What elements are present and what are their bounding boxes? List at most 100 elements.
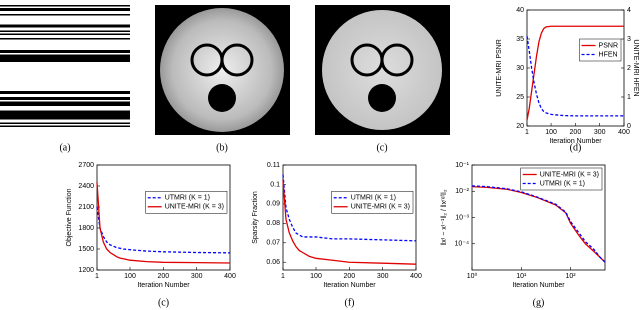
stripe	[0, 113, 130, 115]
x-tick-label: 10¹	[516, 273, 527, 280]
x-tick-label: 200	[343, 273, 355, 280]
panel-label: (c)	[158, 297, 169, 308]
y-axis-label: UNITE-MRI PSNR	[496, 39, 503, 97]
stripe	[0, 118, 130, 120]
legend-label: PSNR	[599, 42, 618, 49]
stripe	[0, 110, 130, 112]
y-tick-label: 0.09	[266, 201, 280, 208]
legend-label: UTMRI (K = 1)	[351, 195, 396, 202]
y-tick-label: 2100	[78, 204, 94, 211]
stripe	[0, 103, 130, 105]
stripe	[0, 97, 130, 99]
x-tick-label: 1	[95, 273, 99, 280]
x-tick-label: 300	[377, 273, 389, 280]
y-tick-label: 40	[516, 7, 524, 14]
stripe	[0, 33, 130, 35]
legend-box	[145, 191, 228, 214]
stripe	[0, 54, 130, 56]
reconstruction-image	[155, 5, 290, 135]
stripe	[0, 92, 130, 94]
x-axis-label: Iteration Number	[549, 138, 602, 145]
stripe	[0, 5, 130, 7]
y-tick-label: 10⁻³	[455, 214, 469, 221]
plot-area	[96, 164, 231, 271]
legend-label: UNITE-MRI (K = 3)	[351, 204, 410, 211]
legend-label: HFEN	[599, 51, 618, 58]
stripe	[0, 8, 130, 10]
x-tick-label: 200	[570, 129, 582, 136]
legend-label: UNITE-MRI (K = 3)	[540, 171, 599, 178]
y-tick-label: 35	[516, 36, 524, 43]
y-tick-label: 0.06	[266, 259, 280, 266]
y-tick-label: 1800	[78, 225, 94, 232]
plot-area	[526, 9, 625, 127]
series-line	[282, 174, 417, 242]
x-tick-label: 10²	[565, 273, 576, 280]
x-tick-label: 10⁰	[467, 272, 478, 280]
x-tick-label: 400	[410, 273, 422, 280]
legend-label: UTMRI (K = 1)	[540, 180, 585, 187]
y-axis-label: Objective Function	[66, 188, 73, 246]
y-tick-label: 1200	[78, 267, 94, 274]
x-tick-label: 300	[191, 273, 203, 280]
plot-area	[282, 164, 417, 271]
stripe	[0, 38, 130, 40]
stripe	[0, 98, 130, 100]
stripe	[0, 112, 130, 114]
stripe	[0, 116, 130, 118]
y-tick-label: 10⁻²	[455, 188, 469, 195]
y2-axis-label: UNITE-MRI HFEN	[632, 39, 639, 96]
panel-label: (c)	[376, 142, 387, 153]
x-tick-label: 100	[124, 273, 136, 280]
stripe	[0, 101, 130, 103]
series-line	[471, 185, 606, 263]
stripe	[0, 125, 130, 127]
stripe	[0, 57, 130, 59]
y-tick-label: 0.1	[270, 181, 280, 188]
y-tick-label: 10⁻¹	[455, 162, 469, 169]
y-tick-label: 1500	[78, 246, 94, 253]
x-tick-label: 200	[157, 273, 169, 280]
stripe	[0, 115, 130, 117]
x-tick-label: 400	[224, 273, 236, 280]
x-tick-label: 1	[281, 273, 285, 280]
y2-tick-label: 4	[627, 7, 631, 14]
y-tick-label: 30	[516, 65, 524, 72]
legend-box	[520, 167, 603, 191]
stripe	[0, 26, 130, 28]
stripe	[0, 51, 130, 53]
y-tick-label: 2400	[78, 183, 94, 190]
stripe	[0, 122, 130, 124]
stripe	[0, 60, 130, 62]
y-tick-label: 20	[516, 123, 524, 130]
y-tick-label: 10⁻⁴	[455, 241, 470, 248]
x-axis-label: Iteration Number	[323, 282, 376, 289]
legend-box	[331, 191, 414, 214]
panel-label: (b)	[216, 142, 228, 153]
legend-label: UNITE-MRI (K = 3)	[165, 204, 224, 211]
stripe	[0, 56, 130, 58]
stripe	[0, 59, 130, 61]
sampling-mask	[0, 5, 130, 127]
panel-label: (a)	[59, 142, 70, 153]
legend-box	[579, 38, 622, 62]
y2-tick-label: 0	[627, 123, 631, 130]
y-tick-label: 0.08	[266, 220, 280, 227]
series-line	[96, 206, 231, 254]
stripe	[0, 104, 130, 106]
legend-label: UTMRI (K = 1)	[165, 195, 210, 202]
y-tick-label: 2700	[78, 162, 94, 169]
legend: UTMRI (K = 1) UNITE-MRI (K = 3)	[331, 191, 414, 214]
x-tick-label: 100	[310, 273, 322, 280]
y-axis-label: ‖xᵗ − xᵗ⁻¹‖₂ / ‖xʳᵉᶠ‖₂	[441, 189, 448, 246]
y-tick-label: 0.07	[266, 240, 280, 247]
legend: UTMRI (K = 1) UNITE-MRI (K = 3)	[145, 191, 228, 214]
y-axis-label: Sparsity Fraction	[252, 191, 259, 244]
y2-tick-label: 1	[627, 94, 631, 101]
stripe	[0, 91, 130, 93]
stripe	[0, 30, 130, 32]
stripe	[0, 50, 130, 52]
y-tick-label: 0.11	[267, 162, 280, 169]
